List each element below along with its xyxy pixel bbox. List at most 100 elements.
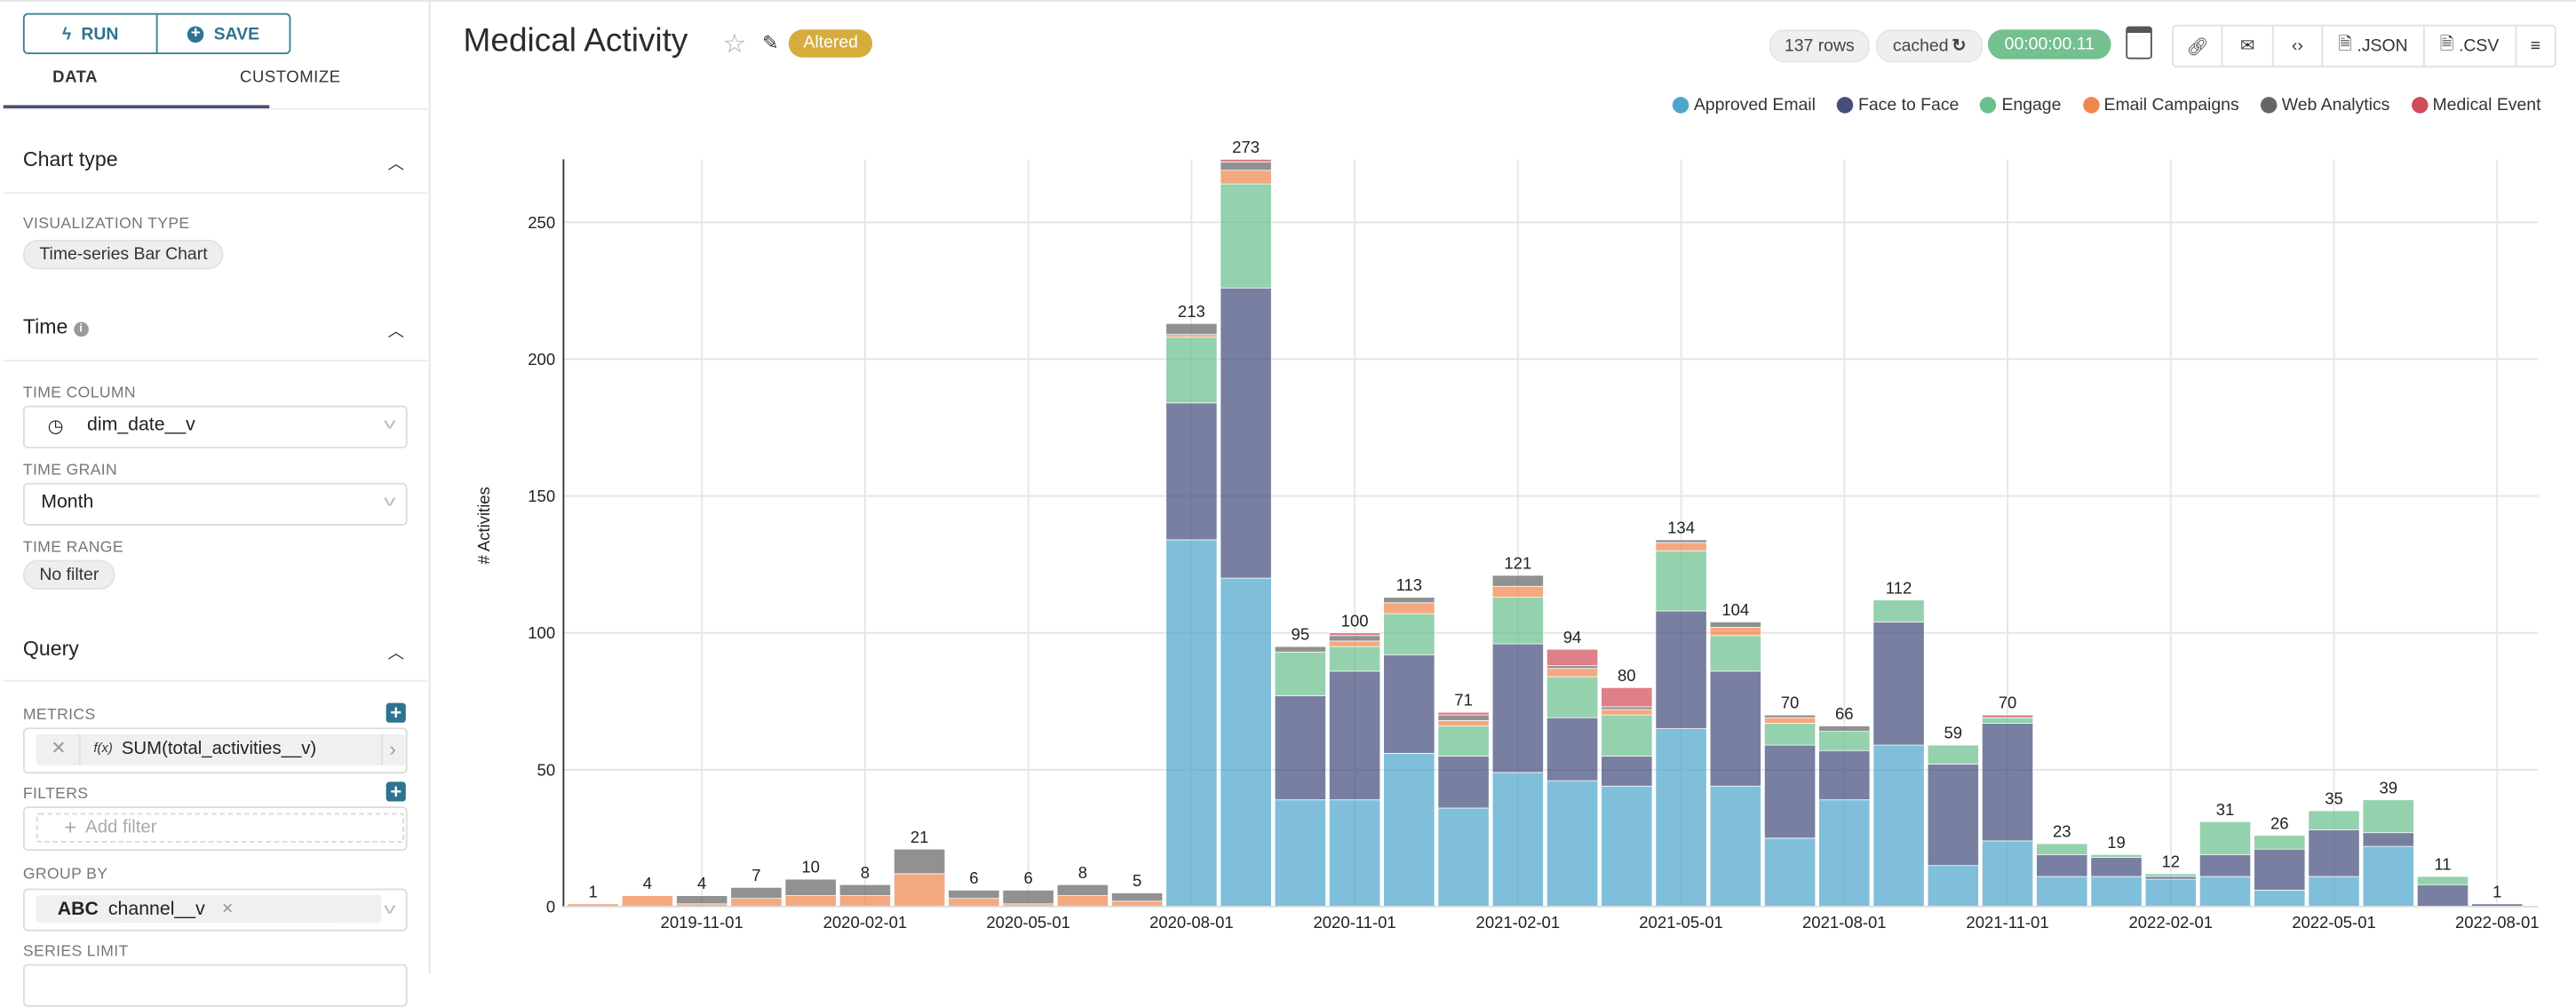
legend-item[interactable]: Engage bbox=[1980, 95, 2061, 115]
time-column-select[interactable]: ◷ dim_date__v v bbox=[22, 405, 408, 448]
bar-segment-engage bbox=[1383, 613, 1435, 655]
refresh-icon: ↻ bbox=[1952, 36, 1967, 56]
bar-segment-face-to-face bbox=[1491, 643, 1544, 773]
link-button[interactable]: 🔗︎ bbox=[2174, 27, 2222, 66]
legend-item[interactable]: Email Campaigns bbox=[2082, 95, 2239, 115]
tab-data[interactable]: DATA bbox=[52, 68, 99, 88]
more-menu-button[interactable]: ≡ bbox=[2514, 26, 2555, 66]
legend-item[interactable]: Medical Event bbox=[2411, 95, 2540, 115]
embed-button[interactable]: ‹› bbox=[2271, 26, 2321, 66]
csv-label: .CSV bbox=[2458, 36, 2500, 56]
cached-badge[interactable]: cached ↻ bbox=[1876, 29, 1984, 63]
metric-chip[interactable]: ✕ f(x) SUM(total_activities__v) › bbox=[36, 733, 406, 765]
chevron-down-icon: v bbox=[383, 415, 395, 432]
bar-total-label: 4 bbox=[643, 874, 652, 892]
chip-divider bbox=[381, 733, 383, 765]
add-metric-button[interactable]: + bbox=[386, 703, 406, 723]
export-csv-button[interactable]: 🗎︎ .CSV bbox=[2422, 26, 2515, 66]
export-json-button[interactable]: 🗎︎ .JSON bbox=[2321, 26, 2422, 66]
bar-segment-approved-email bbox=[1818, 799, 1871, 908]
tab-customize[interactable]: CUSTOMIZE bbox=[240, 68, 341, 88]
legend-item[interactable]: Approved Email bbox=[1672, 95, 1816, 115]
chevron-up-icon[interactable]: ︿ bbox=[387, 155, 404, 175]
email-button[interactable]: ✉ bbox=[2222, 26, 2271, 66]
bar-segment-approved-email bbox=[2362, 845, 2414, 908]
plus-circle-icon: + bbox=[187, 25, 204, 43]
filters-label: FILTERS bbox=[22, 785, 89, 804]
bar-segment-approved-email bbox=[1274, 799, 1326, 908]
altered-badge[interactable]: Altered bbox=[788, 29, 873, 58]
legend-marker bbox=[1836, 97, 1854, 114]
bar-segment-engage bbox=[1764, 723, 1817, 746]
bar-segment-web-analytics bbox=[1329, 635, 1381, 642]
bar-segment-email-campaigns bbox=[621, 895, 673, 908]
bar-segment-engage bbox=[1981, 717, 2034, 724]
add-filter-button[interactable]: + bbox=[386, 781, 406, 802]
bar-segment-engage bbox=[1274, 651, 1326, 696]
edit-icon[interactable]: ✎ bbox=[762, 31, 779, 55]
metrics-label: METRICS bbox=[22, 706, 96, 725]
run-button[interactable]: ϟ RUN bbox=[25, 15, 156, 53]
group-by-chip[interactable]: ABC channel__v ✕ bbox=[36, 894, 382, 924]
chevron-right-icon[interactable]: › bbox=[389, 737, 396, 761]
star-icon[interactable]: ☆ bbox=[722, 31, 747, 59]
bar-segment-email-campaigns bbox=[1546, 668, 1599, 678]
bar-segment-face-to-face bbox=[1329, 670, 1381, 801]
chevron-up-icon[interactable]: ︿ bbox=[387, 645, 404, 664]
x-tick-label: 2020-08-01 bbox=[1149, 913, 1234, 932]
chart-legend: Approved Email Face to Face Engage Email Ca… bbox=[1672, 95, 2540, 115]
bar-total-label: 70 bbox=[1999, 694, 2017, 712]
function-icon: f(x) bbox=[93, 741, 113, 756]
bar-segment-face-to-face bbox=[2144, 876, 2197, 880]
bar-segment-web-analytics bbox=[676, 895, 728, 905]
y-tick-label: 0 bbox=[546, 897, 555, 916]
time-grain-value: Month bbox=[41, 492, 94, 513]
bar-segment-email-campaigns bbox=[1383, 602, 1435, 615]
bar-segment-approved-email bbox=[1981, 840, 2034, 908]
save-button[interactable]: + SAVE bbox=[155, 14, 290, 53]
section-chart-type[interactable]: Chart type bbox=[22, 147, 118, 171]
calendar-icon[interactable] bbox=[2126, 26, 2152, 59]
bar-segment-approved-email bbox=[1437, 807, 1490, 908]
group-by-select[interactable]: ABC channel__v ✕ v bbox=[22, 888, 408, 932]
bar-segment-approved-email bbox=[1491, 772, 1544, 908]
bar-segment-face-to-face bbox=[1274, 695, 1326, 801]
run-save-group: ϟ RUN + SAVE bbox=[22, 12, 291, 55]
chevron-up-icon[interactable]: ︿ bbox=[387, 323, 404, 342]
section-time[interactable]: Time i bbox=[23, 315, 89, 338]
legend-marker bbox=[2082, 97, 2099, 114]
remove-icon[interactable]: ✕ bbox=[51, 739, 67, 759]
legend-item[interactable]: Face to Face bbox=[1836, 95, 1959, 115]
chevron-down-icon: v bbox=[383, 900, 395, 917]
metrics-field: ✕ f(x) SUM(total_activities__v) › bbox=[22, 727, 408, 774]
divider bbox=[3, 108, 427, 110]
bar-segment-engage bbox=[1165, 337, 1218, 404]
bar-segment-engage bbox=[1546, 676, 1599, 718]
chart-title[interactable]: Medical Activity bbox=[463, 22, 688, 59]
time-range-pill[interactable]: No filter bbox=[22, 559, 115, 590]
bar-segment-medical-event bbox=[1220, 159, 1272, 163]
bar-segment-web-analytics bbox=[894, 848, 946, 875]
bar-chart: 0 50 100 150 200 250 2019-11-01 2020-02-01 2020-… bbox=[474, 138, 2539, 932]
bar-segment-web-analytics bbox=[1220, 162, 1272, 171]
bar-total-label: 8 bbox=[861, 863, 870, 882]
bar-segment-face-to-face bbox=[1764, 744, 1817, 839]
section-query[interactable]: Query bbox=[22, 637, 79, 661]
remove-icon[interactable]: ✕ bbox=[221, 900, 235, 917]
bar-segment-face-to-face bbox=[1220, 287, 1272, 579]
bar-segment-email-campaigns bbox=[784, 895, 837, 908]
bar-total-label: 4 bbox=[697, 874, 706, 892]
x-tick-label: 2020-05-01 bbox=[986, 913, 1070, 932]
time-grain-select[interactable]: Month v bbox=[22, 482, 408, 526]
viz-type-pill[interactable]: Time-series Bar Chart bbox=[22, 240, 225, 270]
bar-segment-email-campaigns bbox=[730, 898, 783, 908]
bar-segment-web-analytics bbox=[1056, 884, 1109, 896]
bar-total-label: 26 bbox=[2270, 813, 2289, 832]
bar-total-label: 112 bbox=[1886, 578, 1912, 597]
add-filter-dropzone[interactable]: + Add filter bbox=[36, 813, 404, 843]
bar-total-label: 104 bbox=[1721, 600, 1749, 619]
x-tick-label: 2021-05-01 bbox=[1639, 913, 1723, 932]
bar-segment-email-campaigns bbox=[894, 873, 946, 908]
legend-item[interactable]: Web Analytics bbox=[2260, 95, 2389, 115]
bar-segment-approved-email bbox=[1220, 577, 1272, 908]
